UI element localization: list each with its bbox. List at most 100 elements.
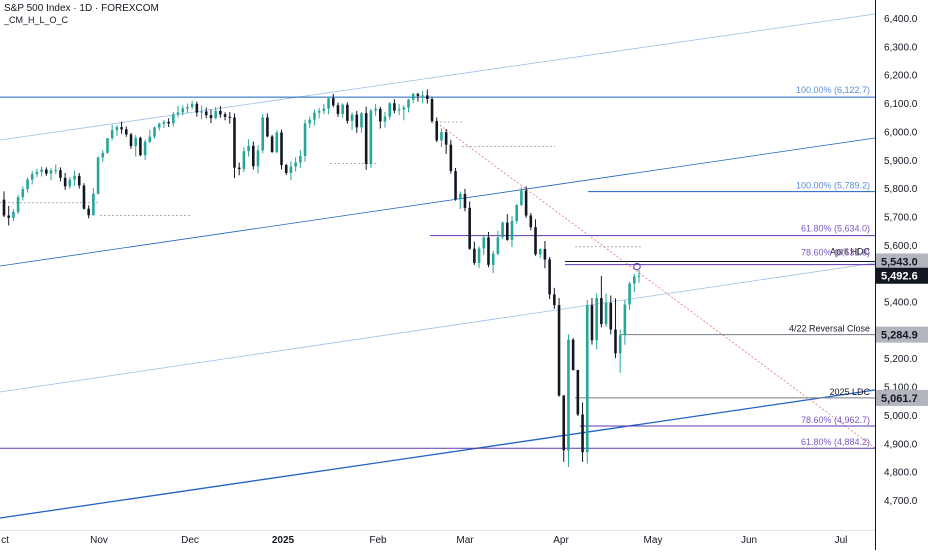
candle-body	[125, 129, 128, 135]
candle	[30, 171, 34, 185]
candle-body	[77, 175, 81, 186]
candle	[609, 295, 613, 335]
candle	[186, 103, 189, 113]
candle	[68, 176, 72, 189]
candle-body	[49, 170, 53, 174]
candle-body	[40, 169, 43, 172]
indicator-label: _CM_H_L_O_C	[4, 15, 69, 25]
candle	[12, 209, 15, 222]
candle-body	[444, 132, 448, 145]
candle	[223, 112, 227, 121]
candle	[637, 269, 641, 283]
candle	[275, 130, 279, 154]
y-tick-label: 4,700.0	[884, 496, 918, 507]
y-tick-label: 4,800.0	[884, 468, 918, 479]
candle-body	[604, 302, 608, 325]
candle-body	[181, 108, 185, 113]
candle-body	[284, 165, 288, 174]
candle	[143, 139, 147, 160]
candle-body	[393, 103, 396, 111]
candle	[529, 212, 533, 231]
level-label: April HDC	[830, 246, 871, 256]
candle-body	[63, 177, 67, 187]
candle	[280, 129, 283, 170]
candle-body	[35, 171, 39, 175]
level-label: 4/22 Reversal Close	[789, 324, 870, 334]
candle	[77, 173, 81, 189]
candle-body	[280, 132, 283, 166]
candle-body	[388, 103, 391, 117]
candle-body	[261, 117, 264, 151]
candle-body	[16, 197, 20, 212]
candle	[40, 166, 43, 177]
candle-body	[364, 113, 368, 164]
level-label: 61.80% (5,634.0)	[801, 224, 870, 234]
candle-body	[482, 237, 486, 249]
candle	[252, 141, 255, 170]
candle	[595, 293, 598, 350]
candle-body	[520, 190, 523, 206]
candle	[411, 93, 415, 104]
price-tag: 5,543.0	[876, 253, 928, 270]
candle-body	[322, 108, 326, 111]
candle-body	[435, 121, 439, 141]
candle-body	[134, 137, 137, 147]
candle-body	[585, 305, 589, 453]
candle	[614, 298, 617, 359]
y-tick-label: 4,900.0	[884, 439, 918, 450]
price-tag-label: 5,284.9	[881, 330, 918, 342]
candle-body	[331, 98, 335, 106]
candle-body	[581, 414, 584, 453]
candle-body	[510, 220, 514, 240]
candle	[496, 230, 500, 256]
candle	[350, 112, 354, 130]
price-tag-label: 5,492.6	[881, 271, 918, 283]
candle-body	[223, 114, 227, 117]
candle	[402, 105, 406, 121]
candle	[473, 241, 476, 265]
candle-body	[637, 275, 641, 277]
x-tick-label: Apr	[553, 535, 569, 546]
candle	[120, 121, 123, 134]
candle	[463, 188, 467, 212]
candle	[440, 128, 443, 147]
candle	[618, 329, 622, 373]
candle-body	[233, 117, 236, 168]
candle	[369, 108, 373, 168]
y-tick-label: 5,100.0	[884, 383, 918, 394]
candle	[383, 111, 387, 128]
candle	[16, 194, 20, 214]
candle	[444, 129, 448, 155]
candle-body	[115, 127, 119, 131]
candle	[576, 369, 580, 416]
chart-title: S&P 500 Index · 1D · FOREXCOM	[4, 3, 159, 14]
candle-body	[176, 112, 180, 115]
candle-body	[407, 99, 410, 108]
candle	[341, 103, 344, 118]
candle-body	[289, 166, 293, 174]
candle	[299, 150, 302, 168]
candle-body	[209, 115, 213, 119]
candle-body	[567, 339, 570, 451]
candle	[45, 167, 48, 176]
candle-body	[270, 136, 274, 153]
candle	[63, 173, 67, 191]
candle-body	[360, 113, 363, 128]
candle	[148, 129, 152, 144]
candle	[510, 216, 514, 248]
x-tick-label: Nov	[90, 535, 108, 546]
candle	[54, 164, 58, 175]
candle-body	[506, 222, 509, 240]
candle	[237, 162, 241, 176]
candle-body	[576, 370, 580, 415]
candle-body	[148, 136, 152, 142]
candle-body	[458, 193, 462, 200]
candle-body	[82, 185, 86, 209]
candle	[538, 248, 542, 259]
candle-body	[252, 145, 255, 167]
candle	[416, 92, 420, 102]
candle-body	[153, 127, 156, 137]
candle-body	[96, 157, 100, 194]
